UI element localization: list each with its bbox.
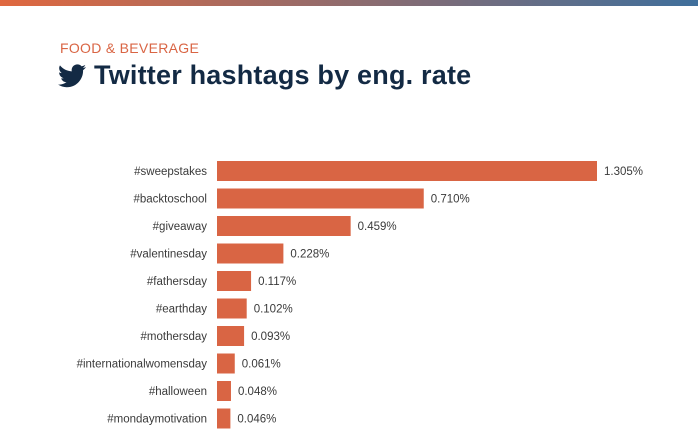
- bar-value-label: 0.093%: [251, 331, 290, 343]
- bar-value-label: 0.228%: [290, 249, 329, 261]
- bar-value-label: 0.061%: [242, 359, 281, 371]
- category-tick-label: #earthday: [156, 304, 207, 316]
- bar: [217, 381, 231, 401]
- category-tick-label: #giveaway: [153, 221, 208, 233]
- bar-value-label: 0.048%: [238, 386, 277, 398]
- bar: [217, 326, 245, 346]
- category-tick-label: #fathersday: [147, 276, 207, 288]
- category-tick-label: #backtoschool: [133, 194, 207, 206]
- bar: [217, 161, 597, 181]
- category-tick-label: #sweepstakes: [134, 166, 207, 178]
- bar-value-label: 0.710%: [431, 194, 470, 206]
- bar: [217, 408, 231, 429]
- category-tick-label: #mondaymotivation: [107, 414, 207, 426]
- bar-value-label: 0.459%: [358, 221, 397, 233]
- bar: [217, 353, 235, 374]
- category-label: FOOD & BEVERAGE: [60, 40, 200, 56]
- category-tick-label: #halloween: [149, 386, 207, 398]
- title-row: Twitter hashtags by eng. rate: [58, 60, 471, 91]
- top-accent-stripe: [0, 0, 698, 6]
- bar: [217, 271, 252, 291]
- bar: [217, 216, 351, 236]
- bar-value-label: 0.117%: [258, 276, 296, 288]
- bar-value-label: 1.305%: [604, 166, 643, 178]
- bar: [217, 188, 424, 209]
- bar-value-label: 0.102%: [254, 304, 293, 316]
- bar: [217, 243, 284, 264]
- bar-value-label: 0.046%: [237, 414, 276, 426]
- chart-title: Twitter hashtags by eng. rate: [94, 60, 472, 90]
- category-tick-label: #internationalwomensday: [77, 359, 208, 371]
- category-tick-label: #mothersday: [141, 331, 208, 343]
- bar: [217, 298, 247, 319]
- twitter-bird-icon: [58, 63, 86, 88]
- category-tick-label: #valentinesday: [130, 249, 207, 261]
